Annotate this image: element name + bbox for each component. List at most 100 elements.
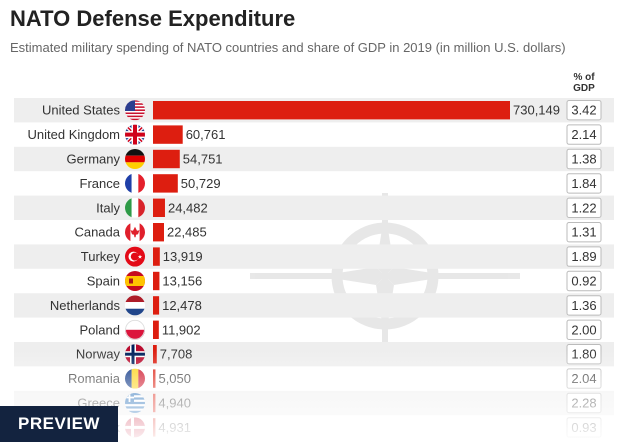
chart-row: United Kingdom 60,761 2.14 [28,124,602,145]
chart-subtitle: Estimated military spending of NATO coun… [10,40,566,55]
bar [153,125,183,144]
gdp-share-label: 2.04 [571,371,596,386]
category-label: Spain [87,274,120,289]
gdp-box [566,124,602,145]
bar [153,296,160,315]
gdp-share-label: 1.38 [571,152,596,167]
category-label: Italy [96,200,120,215]
gdp-box [566,222,602,243]
value-label: 4,931 [158,420,191,435]
chart-row: France 50,729 1.84 [80,173,602,194]
value-label: 50,729 [181,176,221,191]
gdp-box [566,100,602,121]
gdp-share-label: 2.28 [571,396,596,411]
value-label: 4,940 [158,396,191,411]
us-flag-icon [125,100,145,121]
value-label: 7,708 [160,347,193,362]
bar [153,369,156,388]
gdp-box [566,246,602,267]
preview-badge: PREVIEW [0,406,118,442]
category-label: Canada [74,225,120,240]
chart-row: Germany 54,751 1.38 [14,146,614,172]
bar [153,198,165,217]
chart-row: Norway 7,708 1.80 [14,342,614,367]
gdp-share-label: 2.00 [571,322,596,337]
gdp-share-label: 3.42 [571,103,596,118]
bar [153,418,156,437]
gdp-share-label: 1.80 [571,347,596,362]
gdp-box [566,148,602,170]
row-background [14,195,614,220]
uk-flag-icon [125,124,145,145]
norway-flag-icon [125,344,145,365]
italy-flag-icon [125,197,145,218]
chart-row: United States 730,149 3.42 [14,98,614,123]
category-label: Poland [80,322,120,337]
bar [153,223,164,242]
category-label: United States [42,103,121,118]
row-background [14,244,614,269]
chart-row: Turkey 13,919 1.89 [14,244,614,269]
row-background [14,293,614,318]
bar [153,320,159,339]
gdp-share-label: 2.14 [571,127,596,142]
value-label: 60,761 [186,127,226,142]
denmark-flag-icon [125,417,145,438]
value-label: 22,485 [167,225,207,240]
gdp-share-label: 1.22 [571,200,596,215]
value-label: 13,156 [162,274,202,289]
chart-row: Canada 22,485 1.31 [74,222,602,243]
bar [153,149,180,169]
france-flag-icon [125,173,145,194]
gdp-box [566,197,602,218]
germany-flag-icon [125,149,145,169]
chart-rows: United States 730,149 3.42 United Kingdom 60… [14,98,614,438]
value-label: 11,902 [162,322,201,337]
romania-flag-icon [125,368,145,389]
gdp-share-label: 1.89 [571,249,596,264]
netherlands-flag-icon [125,295,145,316]
greece-flag-icon [125,393,145,413]
category-label: France [80,176,120,191]
bar [153,345,157,364]
spain-flag-icon [125,271,145,291]
gdp-share-label: 1.36 [571,298,596,313]
gdp-box [566,319,602,341]
gdp-box [566,173,602,194]
category-label: Turkey [81,249,121,264]
bar [153,393,156,413]
bar [153,174,178,193]
category-label: Germany [67,152,121,167]
value-label: 24,482 [168,200,208,215]
gdp-share-label: 0.93 [571,420,596,435]
gdp-box [566,295,602,316]
bar-chart: United States 730,149 3.42 United Kingdom 60… [14,98,614,438]
category-label: Romania [68,371,121,386]
value-label: 5,050 [158,371,191,386]
nato-star-watermark [250,193,520,363]
chart-row: Netherlands 12,478 1.36 [14,293,614,318]
bar [153,101,510,120]
gdp-share-label: 1.84 [571,176,596,191]
value-label: 12,478 [162,298,202,313]
turkey-flag-icon [125,246,145,267]
category-label: Norway [76,347,121,362]
chart-row: Italy 24,482 1.22 [14,195,614,220]
gdp-share-label: 1.31 [571,225,596,240]
gdp-share-label: 0.92 [571,274,596,289]
chart-row: Romania 5,050 2.04 [68,368,602,389]
chart-row: Poland 11,902 2.00 [80,319,602,341]
gdp-box [566,270,602,292]
poland-flag-icon [125,319,145,340]
category-label: Netherlands [50,298,121,313]
bar [153,247,160,266]
chart-title: NATO Defense Expenditure [10,6,296,31]
chart-row: Spain 13,156 0.92 [87,270,602,292]
value-label: 730,149 [513,103,560,118]
value-label: 54,751 [183,152,223,167]
row-background [14,146,614,172]
category-label: United Kingdom [28,127,121,142]
bar [153,271,160,291]
canada-flag-icon [125,222,145,243]
